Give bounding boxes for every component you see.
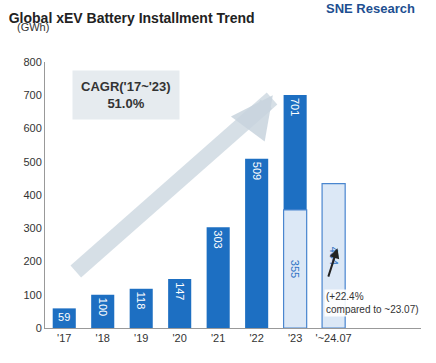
svg-text:'20: '20 xyxy=(173,332,187,344)
svg-text:(+22.4%compared to ~23.07): (+22.4%compared to ~23.07) xyxy=(326,291,419,315)
svg-text:500: 500 xyxy=(23,156,41,168)
svg-text:'23: '23 xyxy=(288,332,302,344)
svg-text:59: 59 xyxy=(58,311,70,323)
svg-text:700: 700 xyxy=(23,89,41,101)
svg-text:118: 118 xyxy=(135,292,147,310)
svg-text:Global xEV Battery Installment: Global xEV Battery Installment Trend xyxy=(9,10,255,26)
svg-text:(GWh): (GWh) xyxy=(17,21,49,33)
svg-text:600: 600 xyxy=(23,122,41,134)
svg-text:'~24.07: '~24.07 xyxy=(316,332,352,344)
svg-text:SNE Research: SNE Research xyxy=(326,1,415,16)
svg-text:'22: '22 xyxy=(249,332,263,344)
svg-text:434: 434 xyxy=(328,247,340,265)
svg-text:'18: '18 xyxy=(96,332,110,344)
svg-text:'21: '21 xyxy=(211,332,225,344)
svg-text:509: 509 xyxy=(251,162,263,180)
svg-text:0: 0 xyxy=(36,322,42,334)
svg-text:400: 400 xyxy=(23,189,41,201)
svg-text:'19: '19 xyxy=(134,332,148,344)
svg-text:100: 100 xyxy=(23,289,41,301)
svg-text:355: 355 xyxy=(289,260,301,278)
svg-text:800: 800 xyxy=(23,56,41,68)
svg-text:701: 701 xyxy=(289,98,301,116)
svg-text:200: 200 xyxy=(23,255,41,267)
svg-text:CAGR('17~'23)51.0%: CAGR('17~'23)51.0% xyxy=(81,79,171,111)
svg-text:100: 100 xyxy=(97,298,109,316)
svg-text:303: 303 xyxy=(212,230,224,248)
svg-text:300: 300 xyxy=(23,222,41,234)
svg-text:'17: '17 xyxy=(57,332,71,344)
svg-text:147: 147 xyxy=(174,282,186,300)
